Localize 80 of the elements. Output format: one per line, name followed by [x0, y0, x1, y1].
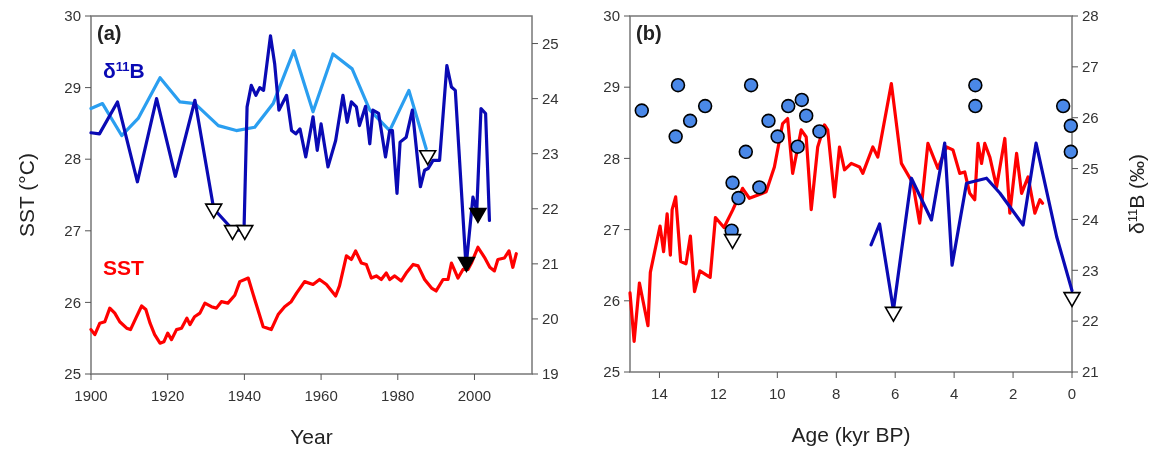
- point: [682, 113, 698, 128]
- point: [761, 113, 776, 128]
- y-tick-label: 26: [64, 293, 81, 311]
- x-tick-label: 1980: [381, 387, 415, 404]
- y-axis-title: SST (°C): [15, 153, 38, 237]
- x-tick-label: 8: [832, 385, 841, 402]
- point: [236, 224, 254, 241]
- y2-tick-label: 25: [1082, 159, 1099, 177]
- y-tick-label: 28: [64, 150, 81, 168]
- y2-tick-label: 20: [542, 310, 559, 328]
- point: [794, 92, 810, 108]
- y2-tick-label: 23: [542, 144, 559, 162]
- y-tick-label: 27: [64, 222, 81, 240]
- y2-tick-label: 25: [542, 34, 559, 52]
- x-tick-label: 12: [710, 385, 727, 402]
- series-label: δ$^{11}$B: [103, 58, 145, 82]
- y-tick-label: 29: [603, 78, 620, 96]
- x-axis-title: Age (kyr BP): [791, 423, 911, 446]
- point: [634, 103, 650, 118]
- x-tick-label: 1900: [74, 387, 108, 404]
- point: [418, 149, 437, 166]
- y-tick-label: 25: [64, 365, 81, 383]
- point: [738, 144, 754, 160]
- y-tick-label: 26: [603, 292, 620, 310]
- y2-tick-label: 19: [542, 365, 559, 383]
- annotation: (a): [97, 22, 122, 44]
- x-tick-label: 2: [1008, 385, 1018, 402]
- point: [884, 306, 903, 322]
- point: [731, 190, 746, 206]
- x-tick-label: 10: [768, 385, 786, 402]
- y2-tick-label: 28: [1082, 7, 1099, 25]
- line-series: [89, 245, 518, 345]
- series-label: SST: [103, 255, 145, 279]
- point: [723, 233, 742, 250]
- point: [752, 180, 767, 195]
- x-tick-label: 1960: [304, 387, 338, 404]
- point: [743, 77, 759, 93]
- y2-tick-label: 22: [1082, 312, 1099, 330]
- y-tick-label: 29: [64, 78, 81, 96]
- x-axis-title: Year: [290, 425, 333, 448]
- point: [725, 175, 740, 191]
- x-tick-label: 2000: [457, 387, 492, 404]
- y-tick-label: 30: [64, 7, 81, 25]
- point: [670, 77, 686, 93]
- y-tick-label: 30: [603, 7, 620, 25]
- point: [1063, 118, 1079, 134]
- point: [1063, 144, 1079, 160]
- point: [204, 203, 223, 219]
- y2-tick-label: 23: [1082, 261, 1099, 279]
- point: [1063, 291, 1081, 308]
- y2-tick-label: 24: [542, 89, 559, 107]
- point: [812, 124, 827, 139]
- point: [457, 256, 476, 273]
- x-tick-label: 4: [949, 385, 959, 402]
- annotation: (b): [636, 22, 662, 44]
- y2-tick-label: 26: [1082, 108, 1099, 126]
- y-tick-label: 28: [603, 149, 620, 167]
- point: [697, 98, 713, 114]
- y2-tick-label: 27: [1082, 58, 1099, 76]
- x-tick-label: 1940: [227, 387, 262, 404]
- x-tick-label: 14: [651, 385, 668, 402]
- y-tick-label: 27: [603, 220, 620, 238]
- y2-tick-label: 22: [542, 200, 559, 218]
- y2-tick-label: 21: [1082, 363, 1099, 381]
- x-tick-label: 1920: [151, 387, 185, 404]
- point: [668, 129, 683, 144]
- y2-tick-label: 24: [1082, 210, 1099, 228]
- point: [469, 207, 487, 224]
- y2-tick-label: 21: [542, 255, 559, 273]
- line-series: [628, 82, 1045, 343]
- point: [1055, 98, 1071, 114]
- point: [770, 129, 785, 144]
- point: [798, 108, 814, 123]
- y-tick-label: 25: [603, 363, 620, 381]
- point: [968, 77, 983, 93]
- x-tick-label: 6: [891, 385, 900, 402]
- point: [968, 98, 983, 114]
- point: [781, 98, 796, 114]
- point: [790, 139, 805, 154]
- x-tick-label: 0: [1067, 385, 1077, 402]
